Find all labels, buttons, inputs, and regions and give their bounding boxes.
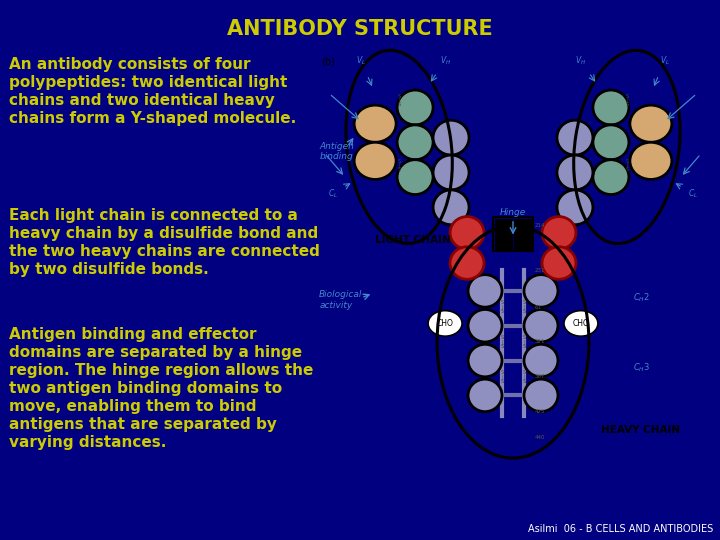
Ellipse shape bbox=[557, 155, 593, 190]
Ellipse shape bbox=[542, 217, 576, 249]
Ellipse shape bbox=[593, 160, 629, 194]
Text: Hinge: Hinge bbox=[500, 207, 526, 217]
Text: An antibody consists of four
polypeptides: two identical light
chains and two id: An antibody consists of four polypeptide… bbox=[9, 57, 296, 126]
Text: S
|
S: S | S bbox=[626, 159, 629, 172]
Text: S
|
S: S | S bbox=[626, 93, 629, 107]
Text: Antigen
binding: Antigen binding bbox=[319, 142, 354, 161]
Text: HEAVY CHAIN: HEAVY CHAIN bbox=[601, 425, 680, 435]
Text: S
|
S: S | S bbox=[523, 300, 526, 314]
Text: $C_L$: $C_L$ bbox=[688, 187, 698, 200]
Text: CHO: CHO bbox=[436, 319, 454, 328]
Ellipse shape bbox=[524, 275, 558, 307]
Ellipse shape bbox=[397, 125, 433, 160]
Ellipse shape bbox=[433, 120, 469, 155]
Ellipse shape bbox=[397, 160, 433, 194]
Ellipse shape bbox=[397, 90, 433, 125]
Text: $C_L$: $C_L$ bbox=[328, 187, 338, 200]
Ellipse shape bbox=[433, 190, 469, 225]
Ellipse shape bbox=[630, 142, 672, 179]
Ellipse shape bbox=[524, 309, 558, 342]
Ellipse shape bbox=[542, 247, 576, 279]
Text: $C_H2$: $C_H2$ bbox=[633, 292, 650, 304]
Ellipse shape bbox=[433, 155, 469, 190]
Ellipse shape bbox=[354, 105, 396, 142]
Text: Biological
activity: Biological activity bbox=[319, 291, 363, 310]
Text: S
|
S: S | S bbox=[523, 370, 526, 384]
Text: (b): (b) bbox=[321, 56, 335, 66]
Ellipse shape bbox=[557, 190, 593, 225]
Text: S
|
S: S | S bbox=[523, 335, 526, 349]
Text: $V_H$: $V_H$ bbox=[439, 55, 451, 68]
Text: 425: 425 bbox=[535, 409, 546, 414]
Text: S
|
S: S | S bbox=[500, 335, 503, 349]
Ellipse shape bbox=[450, 217, 484, 249]
Ellipse shape bbox=[354, 142, 396, 179]
Text: $V_H$: $V_H$ bbox=[575, 55, 587, 68]
Text: 214: 214 bbox=[535, 224, 546, 228]
Ellipse shape bbox=[468, 379, 502, 411]
Ellipse shape bbox=[593, 90, 629, 125]
Text: S
|
S: S | S bbox=[500, 300, 503, 314]
Text: 440: 440 bbox=[535, 435, 546, 440]
Text: Antigen binding and effector
domains are separated by a hinge
region. The hinge : Antigen binding and effector domains are… bbox=[9, 327, 313, 450]
Ellipse shape bbox=[468, 345, 502, 377]
Text: 367: 367 bbox=[535, 374, 546, 379]
Text: 61: 61 bbox=[535, 305, 542, 309]
Text: LIGHT CHAIN: LIGHT CHAIN bbox=[375, 235, 451, 245]
Bar bbox=[514, 219, 531, 249]
Ellipse shape bbox=[557, 120, 593, 155]
Text: ANTIBODY STRUCTURE: ANTIBODY STRUCTURE bbox=[227, 19, 493, 39]
Text: Each light chain is connected to a
heavy chain by a disulfide bond and
the two h: Each light chain is connected to a heavy… bbox=[9, 208, 320, 277]
Ellipse shape bbox=[524, 379, 558, 411]
Text: $V_L$: $V_L$ bbox=[660, 55, 670, 68]
Ellipse shape bbox=[428, 310, 462, 336]
Text: S
|
S: S | S bbox=[397, 93, 400, 107]
Text: $C_H3$: $C_H3$ bbox=[633, 361, 650, 374]
Text: S
|
S: S | S bbox=[500, 370, 503, 384]
Text: $V_L$: $V_L$ bbox=[356, 55, 366, 68]
Text: Asilmi  06 - B CELLS AND ANTIBODIES: Asilmi 06 - B CELLS AND ANTIBODIES bbox=[528, 523, 713, 534]
Text: CHO: CHO bbox=[572, 319, 590, 328]
Ellipse shape bbox=[564, 310, 598, 336]
Bar bbox=[495, 219, 512, 249]
Text: S
|
S: S | S bbox=[397, 159, 400, 172]
Ellipse shape bbox=[468, 309, 502, 342]
Text: 231: 231 bbox=[535, 267, 546, 273]
Text: 321: 321 bbox=[535, 340, 546, 345]
Ellipse shape bbox=[630, 105, 672, 142]
Ellipse shape bbox=[524, 345, 558, 377]
Ellipse shape bbox=[450, 247, 484, 279]
Ellipse shape bbox=[468, 275, 502, 307]
Ellipse shape bbox=[593, 125, 629, 160]
Bar bbox=[493, 217, 533, 252]
